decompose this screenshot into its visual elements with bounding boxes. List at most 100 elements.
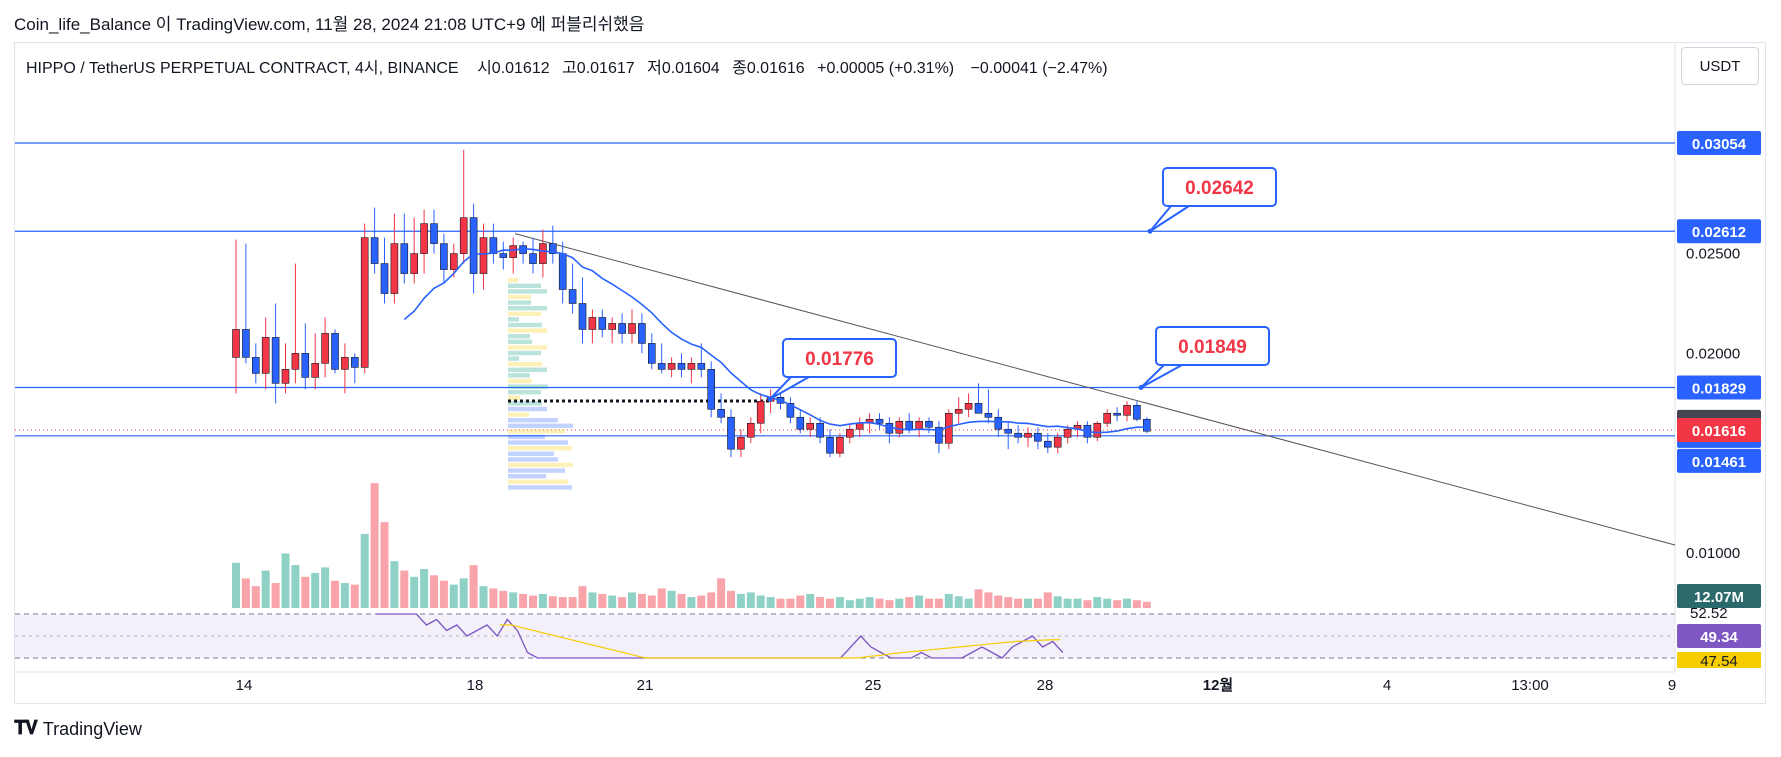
candle: [628, 309, 636, 344]
candle-body: [806, 422, 815, 430]
callout-label: 0.01776: [805, 349, 874, 370]
candle-body: [915, 420, 923, 430]
price-callout: 0.01776: [767, 338, 897, 402]
time-tick-label: 21: [637, 677, 654, 694]
volume-bar: [380, 522, 389, 608]
candle-body: [449, 253, 458, 270]
candle: [756, 393, 765, 434]
candle: [232, 239, 240, 394]
volume-bar: [469, 565, 478, 608]
callout-anchor: [1138, 385, 1144, 391]
volume-bar: [1083, 600, 1092, 608]
level-price-label-bg: [1677, 219, 1761, 244]
candle-body: [786, 402, 795, 418]
volume-bar: [400, 570, 409, 608]
volume-profile-bar: [508, 462, 573, 468]
candle: [737, 429, 745, 458]
volume-bar: [915, 595, 924, 608]
candle: [697, 343, 706, 378]
candle: [410, 217, 419, 284]
volume-bar: [459, 578, 468, 608]
volume-profile-bar: [508, 485, 572, 490]
candle-body: [370, 237, 379, 264]
last-price-label-bg: [1677, 418, 1761, 443]
volume-bar: [954, 596, 963, 608]
volume-profile-bar: [508, 429, 565, 434]
volume-profile-bar: [508, 451, 554, 456]
volume-profile-bar: [508, 440, 568, 445]
volume-bar: [657, 588, 666, 608]
candle-body: [717, 408, 725, 418]
rsi-value-label-text: 49.34: [1700, 629, 1738, 646]
candle-body: [420, 223, 428, 254]
rsi-lower-label-bg: [1677, 652, 1761, 668]
rsi-upper-label: 52.52: [1690, 605, 1728, 622]
volume-bar: [826, 598, 834, 608]
candle: [539, 229, 547, 278]
time-tick-label: 14: [236, 677, 253, 694]
volume-bar: [895, 598, 904, 608]
volume-bar: [618, 597, 627, 608]
volume-profile-bar: [508, 434, 545, 440]
candle: [974, 383, 983, 414]
volume-bar: [1024, 598, 1032, 608]
volume-bar: [1014, 598, 1023, 608]
volume-bar: [360, 533, 369, 608]
candle: [1024, 427, 1032, 448]
candle: [1143, 417, 1151, 434]
candle-body: [638, 323, 646, 344]
candle: [895, 417, 904, 438]
volume-bar: [855, 598, 864, 608]
candle: [321, 317, 329, 378]
candle: [885, 417, 894, 444]
volume-bar: [865, 597, 874, 608]
volume-bar: [439, 580, 448, 608]
volume-profile-bar: [508, 334, 530, 339]
volume-bar: [766, 597, 775, 608]
candle-body: [469, 217, 478, 274]
candle-body: [816, 422, 824, 438]
legend-open: 시0.01612: [477, 60, 550, 77]
candle-body: [855, 422, 864, 430]
candle-body: [994, 416, 1003, 430]
volume-bar: [291, 565, 300, 608]
candle-body: [826, 436, 834, 454]
time-tick-label: 12월: [1203, 677, 1234, 694]
volume-bar: [1142, 601, 1151, 608]
chart-frame: [14, 42, 1766, 704]
volume-bar: [1053, 596, 1062, 608]
volume-bar: [637, 593, 646, 608]
volume-profile-bar: [508, 311, 541, 316]
currency-button[interactable]: USDT: [1681, 47, 1759, 85]
candle: [509, 237, 518, 274]
volume-bar: [340, 583, 349, 608]
volume-profile-bar: [508, 373, 530, 378]
candle: [459, 149, 468, 264]
candle: [430, 209, 438, 254]
candle: [915, 417, 923, 438]
candle: [1044, 433, 1052, 454]
candle-body: [1113, 412, 1121, 416]
volume-profile-bar: [508, 322, 542, 328]
volume-bar: [271, 583, 280, 608]
candle: [618, 313, 626, 344]
candle: [598, 309, 607, 338]
legend-close: 종0.01616: [732, 60, 805, 77]
volume-profile-bar: [508, 328, 547, 333]
volume-bar: [786, 598, 795, 608]
candle-body: [350, 357, 359, 368]
volume-bar: [241, 578, 250, 608]
volume-bar: [974, 589, 983, 608]
symbol-legend: HIPPO / TetherUS PERPETUAL CONTRACT, 4시,…: [26, 54, 1108, 78]
volume-bar: [232, 562, 240, 608]
volume-bar: [964, 598, 973, 608]
candle: [994, 409, 1003, 438]
candle-body: [727, 416, 735, 450]
volume-profile-bar: [508, 474, 546, 479]
candle-body: [1103, 412, 1111, 424]
trend-line: [514, 233, 1676, 546]
volume-profile-bar: [508, 362, 542, 367]
candle-body: [271, 337, 280, 384]
candle-body: [984, 412, 993, 418]
